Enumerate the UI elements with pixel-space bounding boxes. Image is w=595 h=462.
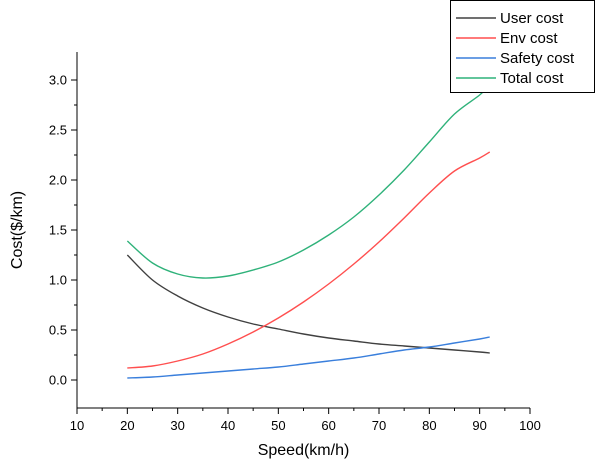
x-tick-label: 10 [70, 418, 84, 433]
x-tick-label: 20 [120, 418, 134, 433]
x-tick-label: 80 [422, 418, 436, 433]
x-tick-label: 90 [472, 418, 486, 433]
x-tick-label: 70 [372, 418, 386, 433]
y-tick-label: 0.0 [49, 373, 67, 388]
x-tick-label: 40 [221, 418, 235, 433]
y-tick-label: 2.0 [49, 173, 67, 188]
x-tick-label: 30 [170, 418, 184, 433]
y-axis-title: Cost($/km) [9, 191, 26, 269]
series-line-env-cost [127, 151, 491, 369]
tick-labels: 10 20 30 40 50 60 70 80 90 100 0.0 0.5 1.0 1.5 2.0 2.5 3… [49, 73, 541, 434]
legend-label-env-cost: Env cost [500, 30, 558, 47]
y-tick-label: 2.5 [49, 123, 67, 138]
x-tick-label: 50 [271, 418, 285, 433]
x-tick-label: 100 [519, 418, 541, 433]
legend: User cost Env cost Safety cost Total cost [450, 0, 595, 93]
y-tick-label: 3.0 [49, 73, 67, 88]
legend-label-total-cost: Total cost [500, 70, 564, 87]
x-axis-title: Speed(km/h) [258, 442, 350, 459]
series-layer [126, 84, 491, 379]
axes [71, 52, 531, 414]
series-line-user-cost [126, 254, 490, 354]
series-line-safety-cost [127, 336, 490, 379]
legend-label-user-cost: User cost [500, 10, 564, 27]
series-line-total-cost [126, 84, 491, 279]
legend-box [450, 0, 595, 93]
x-tick-label: 60 [321, 418, 335, 433]
legend-label-safety-cost: Safety cost [500, 50, 575, 67]
y-tick-label: 1.5 [49, 223, 67, 238]
y-tick-label: 0.5 [49, 323, 67, 338]
y-tick-label: 1.0 [49, 273, 67, 288]
